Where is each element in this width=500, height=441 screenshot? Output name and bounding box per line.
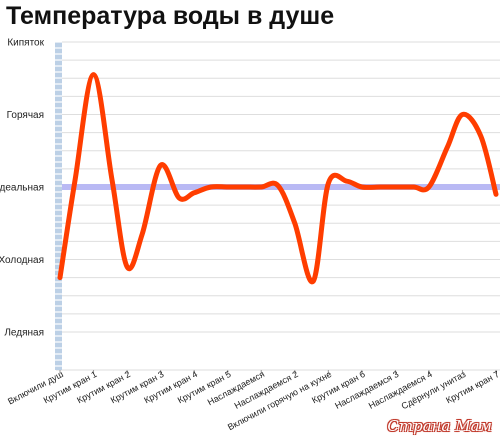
temperature-line (57, 72, 499, 285)
y-tick-label: Ледяная (4, 328, 44, 339)
watermark-logo: Страна Мам (387, 417, 492, 435)
y-tick-label: Кипяток (7, 38, 44, 49)
y-axis-bar (55, 42, 62, 370)
y-tick-label: Идеальная (0, 183, 44, 194)
x-tick-label: Включили душ (6, 369, 65, 407)
y-tick-label: Холодная (0, 255, 44, 266)
y-tick-label: Горячая (7, 110, 44, 121)
chart-title: Температура воды в душе (6, 2, 335, 30)
